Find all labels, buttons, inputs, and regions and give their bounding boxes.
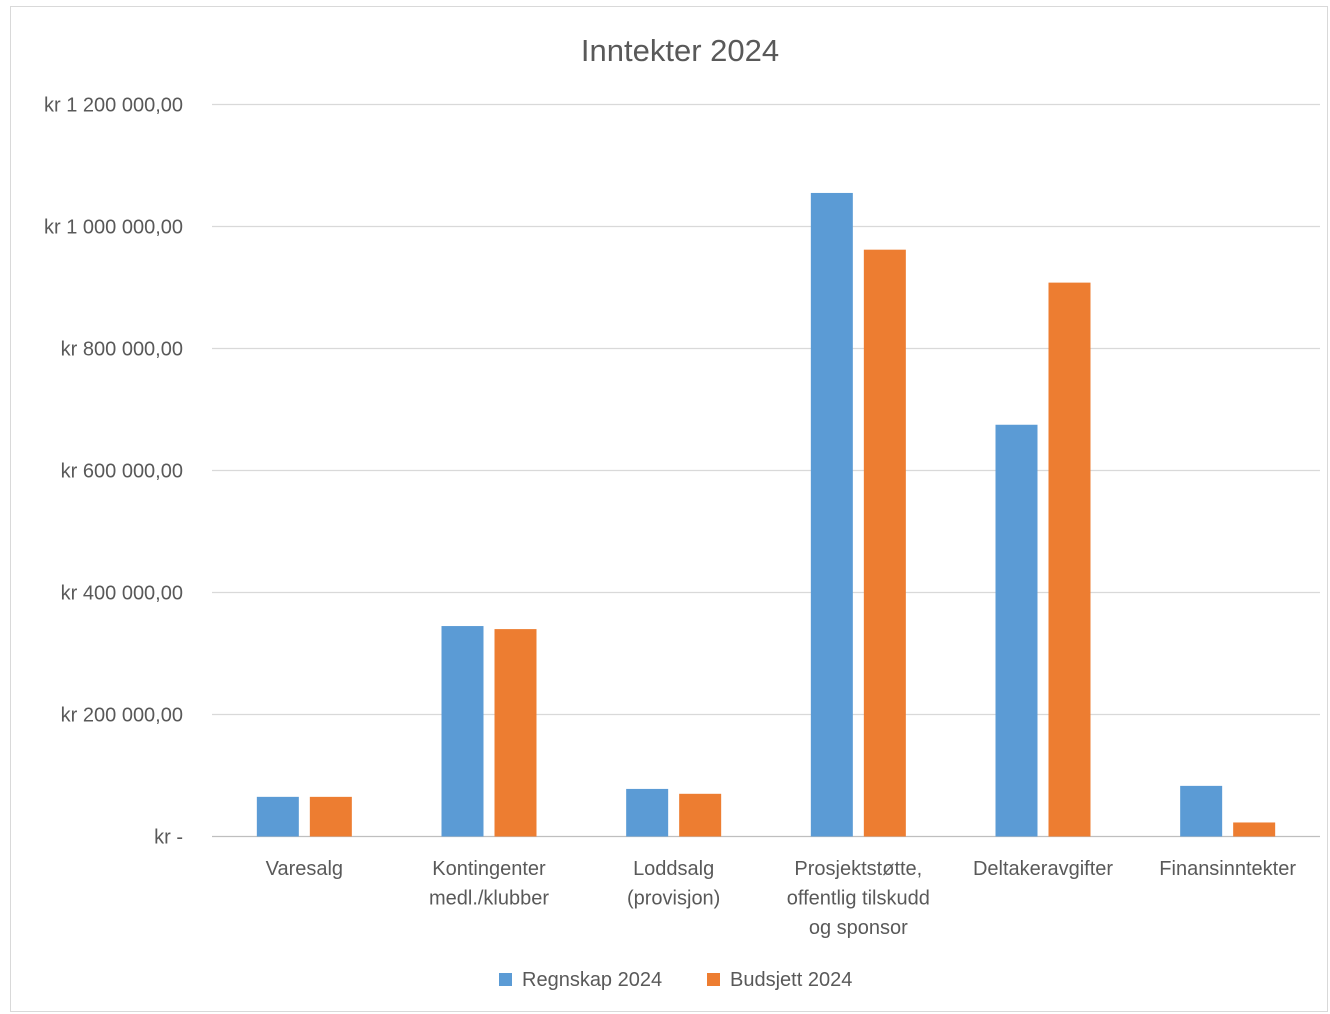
legend: Regnskap 2024 Budsjett 2024 <box>499 969 852 991</box>
legend-label: Regnskap 2024 <box>522 969 662 991</box>
legend-swatch <box>499 973 512 986</box>
bars <box>256 192 1276 837</box>
legend-label: Budsjett 2024 <box>730 969 852 991</box>
y-tick-label: kr 800 000,00 <box>61 339 183 361</box>
y-tick-label: kr 1 200 000,00 <box>44 95 183 117</box>
x-tick-label: Varesalg <box>266 858 343 880</box>
bar-budsjett <box>494 629 537 837</box>
chart-frame <box>10 6 1328 1012</box>
bar-regnskap <box>1180 785 1223 837</box>
bar-budsjett <box>679 793 722 837</box>
bar-regnskap <box>810 192 853 837</box>
y-tick-label: kr 400 000,00 <box>61 583 183 605</box>
y-axis-ticks: kr - kr 200 000,00 kr 400 000,00 kr 600 000… <box>44 95 183 849</box>
x-tick-label: Finansinntekter <box>1159 858 1296 880</box>
bar-budsjett <box>863 249 906 837</box>
y-tick-label: kr 1 000 000,00 <box>44 217 183 239</box>
y-tick-label: kr 200 000,00 <box>61 705 183 727</box>
bar-budsjett <box>309 796 352 837</box>
x-tick-label: Deltakeravgifter <box>973 858 1113 880</box>
bar-regnskap <box>441 626 484 837</box>
x-tick-label: Prosjektstøtte, offentlig tilskudd og spon… <box>787 858 930 939</box>
bar-regnskap <box>256 796 299 837</box>
x-axis-ticks: Varesalg Kontingenter medl./klubber Loddsal… <box>266 858 1297 939</box>
bar-regnskap <box>626 788 669 837</box>
bar-regnskap <box>995 424 1038 837</box>
y-tick-label: kr - <box>154 827 183 849</box>
chart-title: Inntekter 2024 <box>581 33 779 68</box>
x-tick-label: Kontingenter medl./klubber <box>429 858 549 910</box>
legend-swatch <box>707 973 720 986</box>
gridlines <box>212 103 1320 838</box>
bar-budsjett <box>1048 282 1091 837</box>
x-tick-label: Loddsalg (provisjon) <box>627 858 720 910</box>
y-tick-label: kr 600 000,00 <box>61 461 183 483</box>
bar-budsjett <box>1233 822 1276 837</box>
